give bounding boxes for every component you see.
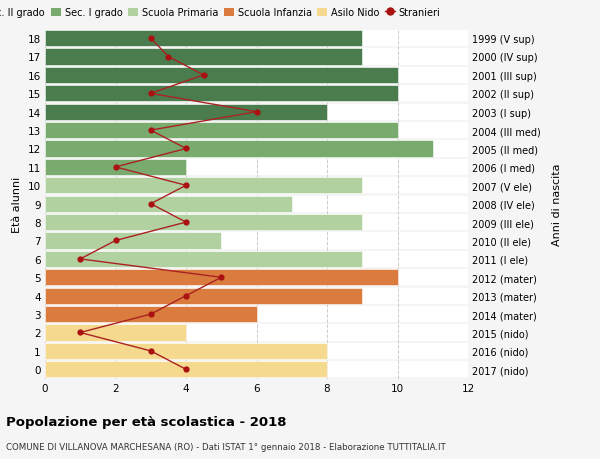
- Bar: [45, 214, 468, 231]
- Bar: [45, 196, 292, 213]
- Bar: [45, 269, 398, 286]
- Text: COMUNE DI VILLANOVA MARCHESANA (RO) - Dati ISTAT 1° gennaio 2018 - Elaborazione : COMUNE DI VILLANOVA MARCHESANA (RO) - Da…: [6, 442, 446, 451]
- Bar: [45, 159, 186, 176]
- Bar: [45, 67, 398, 84]
- Bar: [45, 343, 327, 359]
- Bar: [45, 104, 327, 121]
- Bar: [45, 288, 468, 304]
- Bar: [45, 31, 468, 47]
- Bar: [45, 269, 468, 286]
- Bar: [45, 141, 433, 157]
- Bar: [45, 141, 468, 157]
- Bar: [45, 67, 468, 84]
- Bar: [45, 306, 468, 323]
- Bar: [45, 196, 468, 213]
- Text: Popolazione per età scolastica - 2018: Popolazione per età scolastica - 2018: [6, 415, 287, 428]
- Bar: [45, 178, 362, 194]
- Bar: [45, 159, 468, 176]
- Bar: [45, 31, 362, 47]
- Bar: [45, 361, 468, 378]
- Bar: [45, 233, 468, 249]
- Bar: [45, 325, 468, 341]
- Bar: [45, 251, 362, 268]
- Bar: [45, 288, 362, 304]
- Bar: [45, 86, 398, 102]
- Bar: [45, 361, 327, 378]
- Bar: [45, 343, 468, 359]
- Y-axis label: Anni di nascita: Anni di nascita: [552, 163, 562, 246]
- Bar: [45, 49, 362, 66]
- Bar: [45, 325, 186, 341]
- Bar: [45, 233, 221, 249]
- Bar: [45, 214, 362, 231]
- Bar: [45, 104, 468, 121]
- Bar: [45, 49, 468, 66]
- Legend: Sec. II grado, Sec. I grado, Scuola Primaria, Scuola Infanzia, Asilo Nido, Stran: Sec. II grado, Sec. I grado, Scuola Prim…: [0, 8, 440, 18]
- Y-axis label: Età alunni: Età alunni: [12, 176, 22, 232]
- Bar: [45, 251, 468, 268]
- Bar: [45, 306, 257, 323]
- Bar: [45, 86, 468, 102]
- Bar: [45, 123, 468, 139]
- Bar: [45, 178, 468, 194]
- Bar: [45, 123, 398, 139]
